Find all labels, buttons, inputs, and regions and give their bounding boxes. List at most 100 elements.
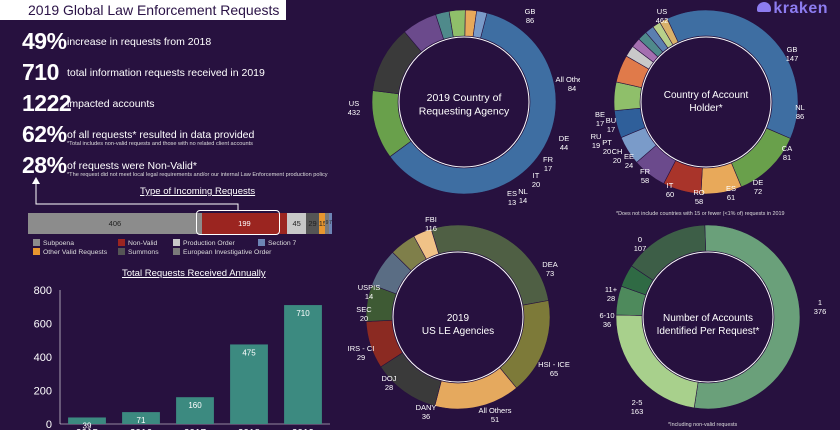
slice-uspis	[413, 228, 440, 260]
stat-description: total information requests received in 2…	[67, 67, 265, 79]
slice-es	[472, 10, 488, 39]
slice-value: 107	[634, 244, 647, 253]
slice-value: 20	[532, 180, 540, 189]
legend-swatch	[258, 239, 265, 246]
bar-value-label: 39	[83, 421, 92, 430]
stacked-bar-chart: 406 199 45 29 15 9 7	[28, 213, 332, 234]
slice-label: RO	[693, 188, 704, 197]
stat-value: 1222	[22, 90, 72, 116]
slice-value: 36	[603, 320, 611, 329]
slice-be	[659, 18, 679, 46]
slice-label: ES	[726, 184, 736, 193]
accounts-footnote: *Including non-valid requests	[668, 422, 738, 428]
slice-value: 28	[607, 294, 615, 303]
stacked-legend: Subpoena Other Valid Requests Non-Valid Sum…	[33, 239, 333, 259]
slice-label: FR	[640, 167, 651, 176]
y-tick-label: 200	[34, 386, 52, 398]
slice-label: RU	[591, 132, 602, 141]
kraken-icon	[757, 2, 772, 12]
slice-label: All Others	[556, 75, 580, 84]
slice-1	[693, 224, 801, 410]
legend-swatch	[33, 239, 40, 246]
donut-center	[640, 36, 772, 168]
legend-swatch	[173, 239, 180, 246]
x-tick-label: 2018	[238, 428, 261, 430]
bar-2016	[122, 412, 160, 424]
slice-label: CH	[612, 147, 623, 156]
legend-swatch	[173, 248, 180, 255]
slice-label: FR	[543, 155, 554, 164]
legend-item-other-valid-requests: Other Valid Requests	[33, 248, 107, 256]
slice-label: 11+	[605, 285, 618, 294]
stat-description: increase in requests from 2018	[67, 36, 212, 48]
slice-label: US	[349, 99, 359, 108]
slice-value: 20	[613, 156, 621, 165]
slice-value: 28	[385, 383, 393, 392]
stat-description: of all requests* resulted in data provid…	[67, 129, 255, 141]
slice-value: 29	[357, 353, 365, 362]
donut-title: 2019	[447, 313, 470, 324]
slice-label: GB	[525, 7, 536, 16]
donut-title: Country of Account	[664, 90, 749, 101]
slice-value: 51	[491, 415, 499, 424]
donut-title: US LE Agencies	[422, 326, 494, 337]
slice-value: 17	[544, 164, 552, 173]
donut-title: Identified Per Request*	[657, 326, 760, 337]
slice-value: 73	[546, 269, 554, 278]
slice-value: 17	[596, 119, 604, 128]
slice-value: 60	[666, 190, 674, 199]
slice-label: ES	[507, 189, 517, 198]
slice-label: IRS - CI	[348, 344, 375, 353]
stat-footnote: *The request did not meet local legal re…	[67, 172, 328, 178]
donut-center	[398, 36, 530, 168]
slice-value: 65	[550, 369, 558, 378]
brand-logo: kraken	[757, 0, 828, 18]
slice-value: 86	[526, 16, 534, 25]
stacked-segment-other-valid-requests: 15	[318, 213, 327, 234]
legend-swatch	[118, 248, 125, 255]
annual-bar-chart: 0 200 400 600 800 392015 71 2016 160 2017 475 2018 7…	[34, 285, 330, 430]
annual-chart-title: Total Requests Received Annually	[122, 268, 266, 279]
slice-value: 432	[348, 108, 361, 117]
stacked-segment-section-7: 7	[329, 213, 332, 234]
donut-title: Holder*	[689, 103, 722, 114]
donut-title: Requesting Agency	[419, 106, 510, 118]
slice-value: 61	[727, 193, 735, 202]
slice-label: USPIS	[358, 283, 381, 292]
stat-value: 710	[22, 59, 59, 85]
slice-label: DE	[559, 134, 569, 143]
slice-value: 13	[508, 198, 516, 207]
slice-value: 58	[695, 197, 703, 206]
slice-value: 20	[360, 314, 368, 323]
slice-value: 84	[568, 84, 576, 93]
stat-footnote: *Total includes non-valid requests and t…	[67, 141, 253, 147]
stat-description: of requests were Non-Valid*	[67, 160, 197, 172]
donut-center	[642, 251, 774, 383]
stacked-segment-production-order: 45	[287, 213, 307, 234]
slice-label: DANY	[416, 403, 437, 412]
donut-title: Number of Accounts	[663, 313, 753, 324]
bar-value-label: 71	[137, 416, 146, 425]
legend-swatch	[33, 248, 40, 255]
non-valid-highlight	[196, 210, 280, 235]
y-tick-label: 0	[46, 419, 52, 430]
slice-0	[631, 224, 707, 281]
slice-value: 14	[365, 292, 373, 301]
slice-value: 36	[422, 412, 430, 421]
slice-label: NL	[795, 103, 805, 112]
slice-value: 376	[814, 307, 827, 316]
donut-center	[392, 251, 524, 383]
slice-value: 14	[519, 196, 527, 205]
slice-value: 44	[560, 143, 568, 152]
bar-2018	[230, 344, 268, 424]
slice-label: CA	[782, 144, 792, 153]
y-tick-label: 400	[34, 352, 52, 364]
donut-title: 2019 Country of	[427, 92, 502, 104]
slice-label: PT	[602, 138, 612, 147]
bar-2017	[176, 397, 214, 424]
stacked-segment-subpoena: 406	[28, 213, 202, 234]
legend-item-european-investigative-order: European Investigative Order	[173, 248, 271, 256]
